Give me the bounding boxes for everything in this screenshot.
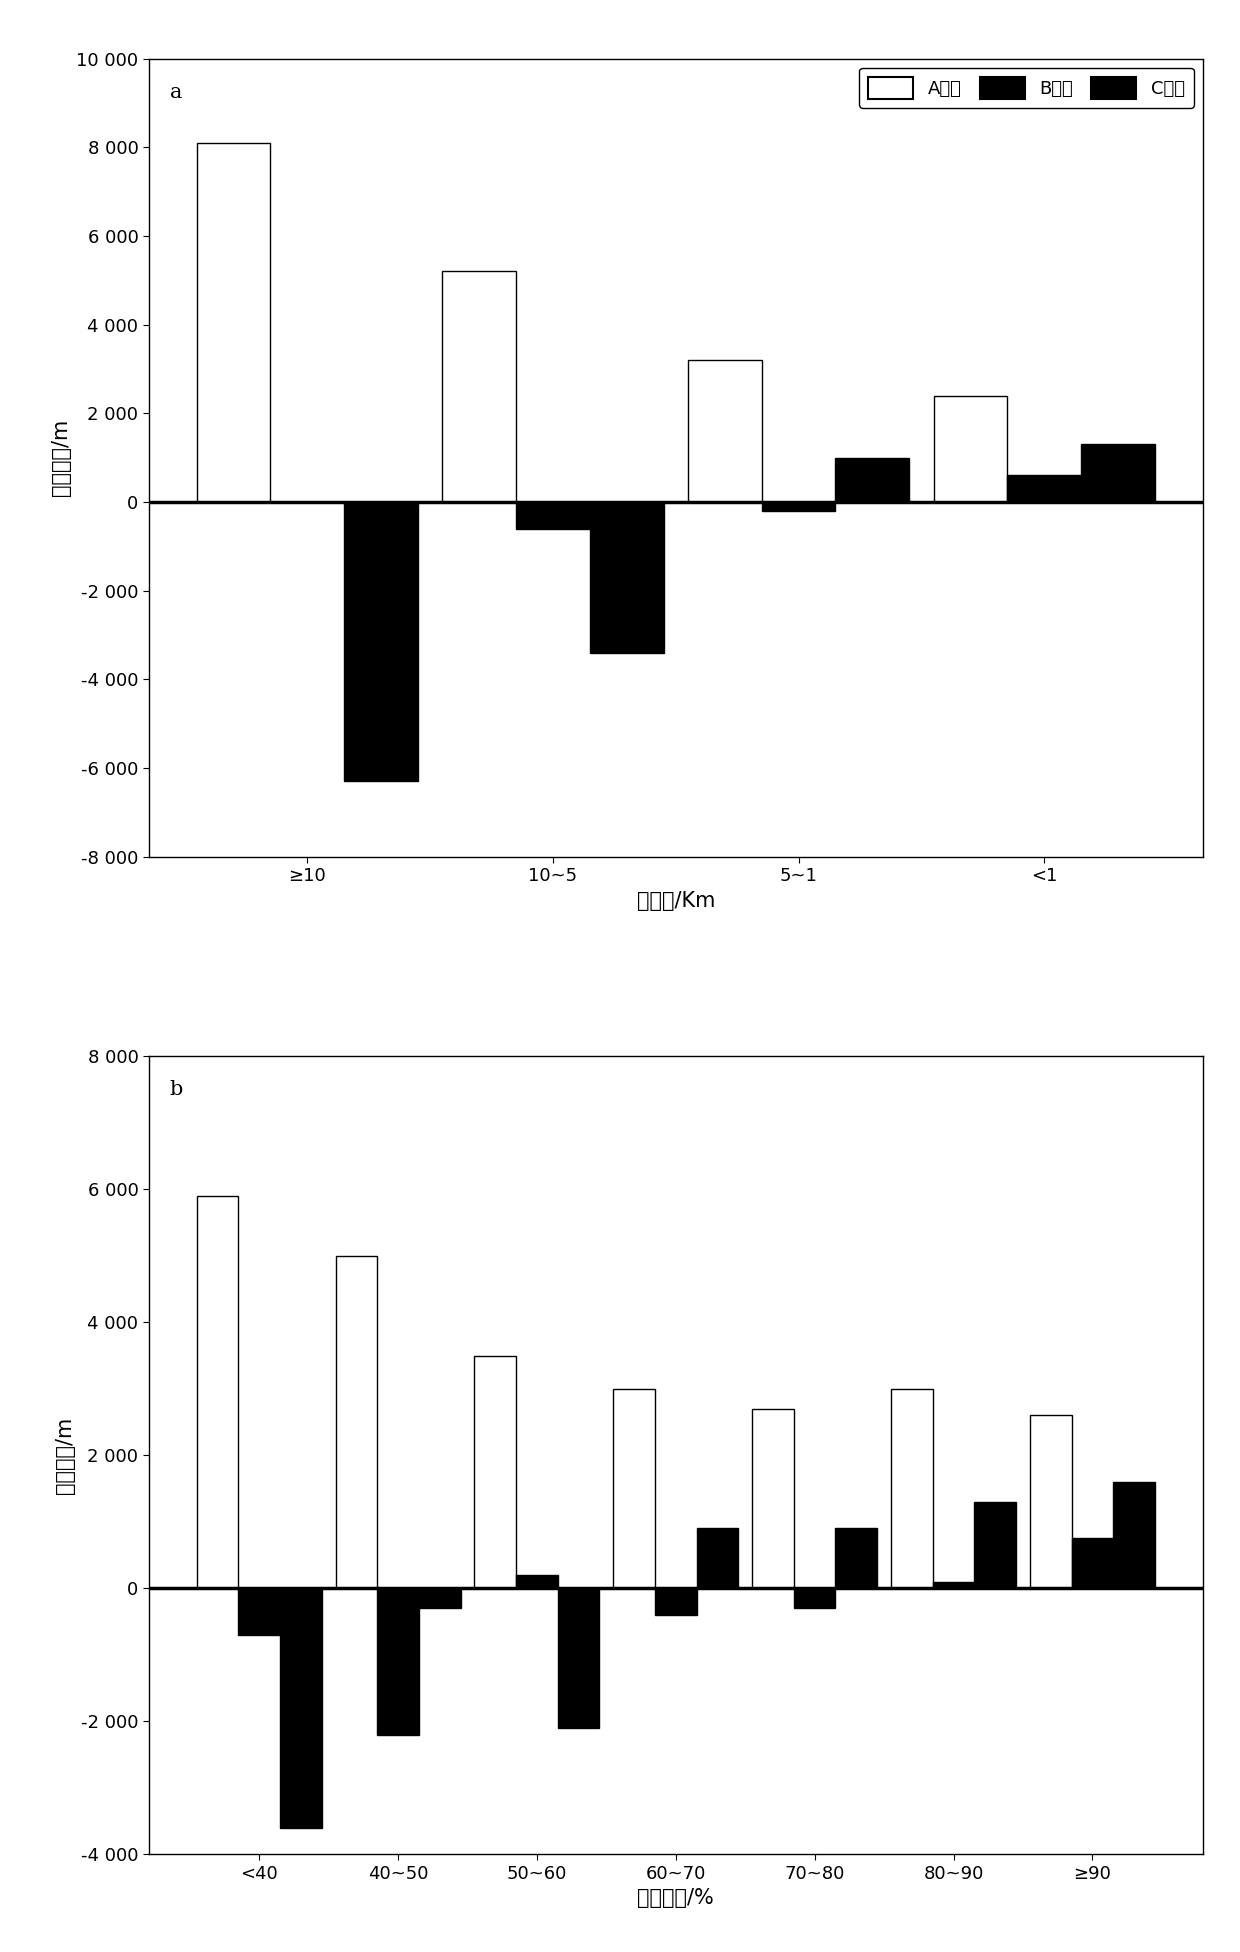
Bar [238, 1589, 280, 1636]
Bar [975, 1501, 1016, 1589]
Bar [590, 502, 663, 652]
Legend: A方案, B方案, C方案: A方案, B方案, C方案 [859, 68, 1194, 107]
Bar [197, 142, 270, 502]
Text: a: a [170, 82, 182, 102]
Bar [655, 1589, 697, 1614]
Bar [1114, 1482, 1154, 1589]
Bar [688, 359, 761, 502]
Bar [836, 1528, 877, 1589]
Bar [475, 1355, 516, 1589]
Y-axis label: 平均偏差/m: 平均偏差/m [56, 1417, 76, 1493]
Bar [761, 502, 836, 511]
Bar [516, 1575, 558, 1589]
Y-axis label: 平均偏差/m: 平均偏差/m [51, 420, 71, 496]
Text: b: b [170, 1079, 184, 1099]
Bar [836, 457, 909, 502]
Bar [345, 502, 418, 781]
Bar [1030, 1415, 1071, 1589]
Bar [1071, 1538, 1114, 1589]
Bar [336, 1255, 377, 1589]
Bar [794, 1589, 836, 1608]
Bar [443, 271, 516, 502]
X-axis label: 能见度/Km: 能见度/Km [636, 890, 715, 912]
X-axis label: 相对湿度/%: 相对湿度/% [637, 1888, 714, 1909]
Bar [419, 1589, 460, 1608]
Bar [377, 1589, 419, 1735]
Bar [697, 1528, 738, 1589]
Bar [934, 396, 1007, 502]
Bar [1007, 476, 1081, 502]
Bar [892, 1388, 932, 1589]
Bar [516, 502, 590, 529]
Bar [558, 1589, 599, 1728]
Bar [280, 1589, 321, 1827]
Bar [1081, 445, 1154, 502]
Bar [932, 1581, 975, 1589]
Bar [614, 1388, 655, 1589]
Bar [753, 1409, 794, 1589]
Bar [197, 1197, 238, 1589]
